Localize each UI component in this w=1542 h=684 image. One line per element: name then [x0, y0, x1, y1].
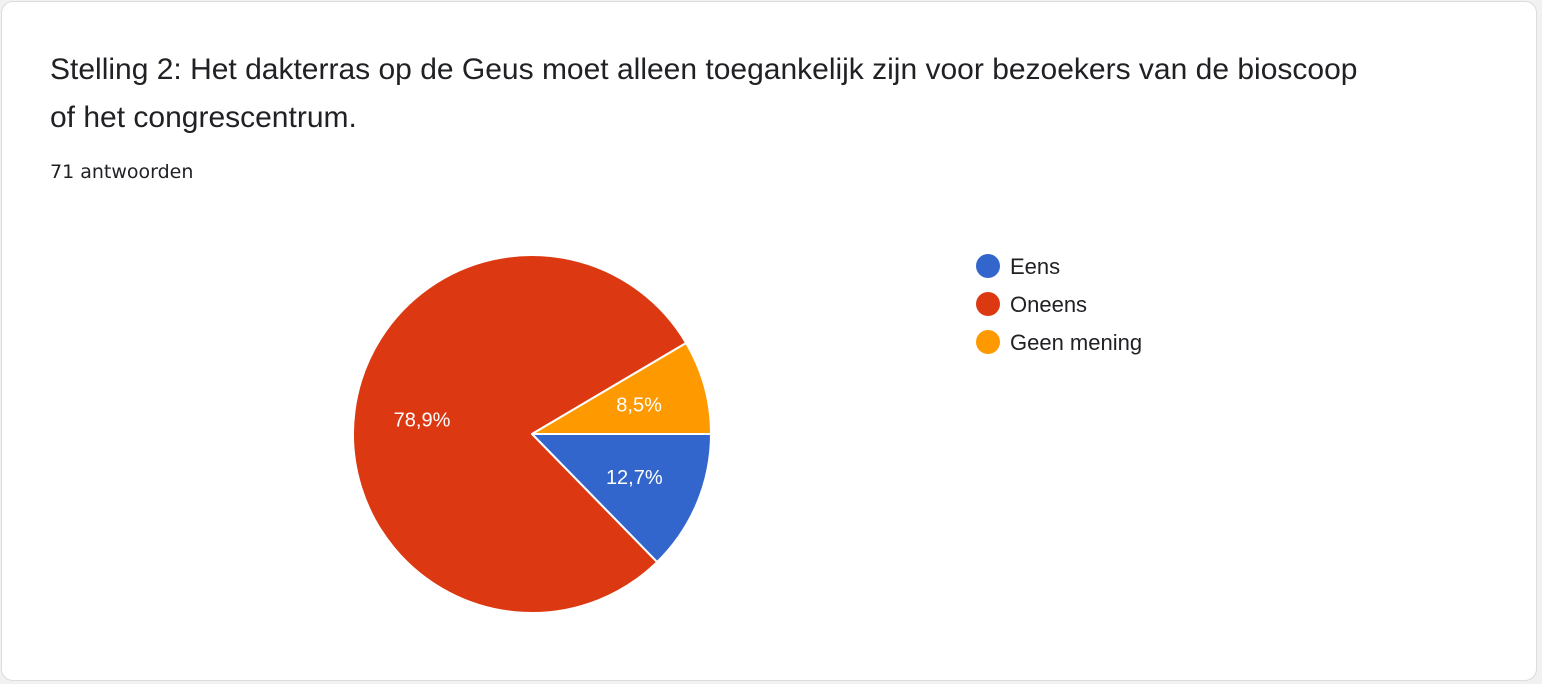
- response-count: 71 antwoorden: [50, 161, 194, 183]
- slice-label-geen-mening: 8,5%: [616, 395, 662, 417]
- legend-item-eens[interactable]: Eens: [976, 254, 1060, 279]
- legend-swatch: [976, 292, 1000, 316]
- slice-label-oneens: 78,9%: [394, 409, 451, 431]
- pie-slice-geen-mening[interactable]: [531, 341, 712, 435]
- pie-slice-oneens[interactable]: [352, 254, 688, 614]
- legend-item-oneens[interactable]: Oneens: [976, 292, 1087, 317]
- legend-label: Geen mening: [1010, 330, 1142, 355]
- legend-swatch: [976, 254, 1000, 278]
- legend-swatch: [976, 330, 1000, 354]
- legend-label: Eens: [1010, 254, 1060, 279]
- pie-slice-eens[interactable]: [531, 433, 712, 564]
- legend-label: Oneens: [1010, 292, 1087, 317]
- pie-slice-labels: 12,7% 78,9% 8,5%: [394, 395, 663, 489]
- slice-label-eens: 12,7%: [606, 467, 663, 489]
- legend-item-geen-mening[interactable]: Geen mening: [976, 330, 1142, 355]
- chart-legend: Eens Oneens Geen mening: [976, 254, 1142, 355]
- pie-slices: [352, 254, 712, 614]
- question-title: Stelling 2: Het dakterras op de Geus moe…: [50, 53, 1358, 134]
